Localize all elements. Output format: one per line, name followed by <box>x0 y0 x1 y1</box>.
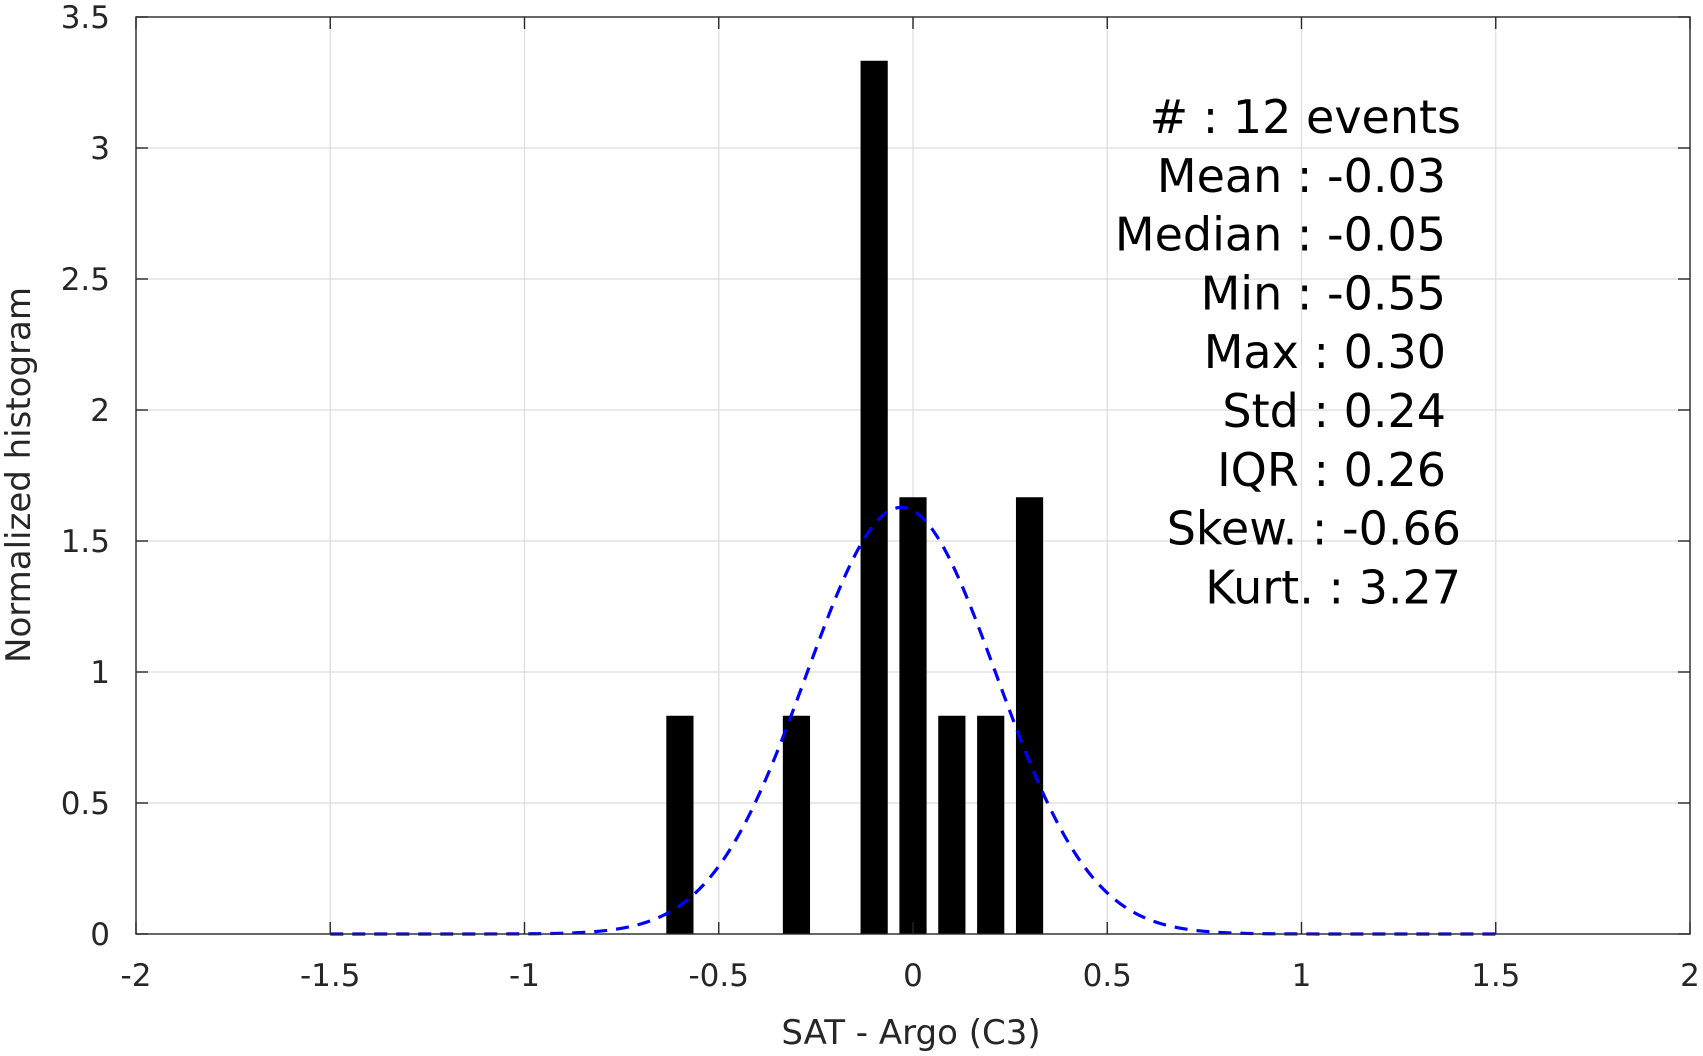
histogram-bar <box>899 497 927 934</box>
y-tick-label: 3.5 <box>61 0 110 36</box>
histogram-bar <box>977 715 1005 934</box>
y-tick-label: 2 <box>90 393 110 429</box>
y-axis-label: Normalized histogram <box>0 287 39 663</box>
y-tick-label: 1.5 <box>61 524 110 560</box>
stat-line: Max : 0.30 <box>1204 325 1446 379</box>
x-tick-label: 0 <box>903 958 923 994</box>
stat-line: IQR : 0.26 <box>1217 443 1446 497</box>
stat-line: Mean : -0.03 <box>1157 149 1446 203</box>
y-tick-label: 0 <box>90 917 110 953</box>
histogram-bar <box>782 715 811 934</box>
x-tick-label: -1.5 <box>300 958 361 994</box>
x-axis-label: SAT - Argo (C3) <box>781 1013 1040 1053</box>
histogram-bar <box>860 60 888 934</box>
stat-line: Kurt. : 3.27 <box>1205 560 1461 614</box>
bar-layer <box>666 60 1044 934</box>
x-tick-label: -2 <box>121 958 152 994</box>
x-tick-label: -0.5 <box>689 958 750 994</box>
stat-line: Skew. : -0.66 <box>1167 502 1461 556</box>
x-tick-label: -1 <box>509 958 540 994</box>
x-tick-label: 1 <box>1292 958 1312 994</box>
x-tick-label: 2 <box>1680 958 1700 994</box>
y-tick-label: 3 <box>90 131 110 167</box>
y-tick-label: 0.5 <box>61 786 110 822</box>
stat-line: Min : -0.55 <box>1201 266 1446 320</box>
histogram-bar <box>1015 497 1044 934</box>
tick-layer: -2 -1.5 -1 -0.5 0 0.5 1 1.5 2 0 0.5 1 1.5 2 2.5 3 3.5 <box>61 0 1700 994</box>
histogram-bar <box>666 715 694 934</box>
x-tick-label: 1.5 <box>1471 958 1520 994</box>
y-tick-label: 1 <box>90 655 110 691</box>
x-tick-label: 0.5 <box>1083 958 1132 994</box>
histogram-bar <box>938 715 966 934</box>
y-tick-label: 2.5 <box>61 262 110 298</box>
stat-line: # : 12 events <box>1150 90 1461 144</box>
stat-line: Std : 0.24 <box>1222 384 1446 438</box>
stat-line: Median : -0.05 <box>1115 208 1446 262</box>
